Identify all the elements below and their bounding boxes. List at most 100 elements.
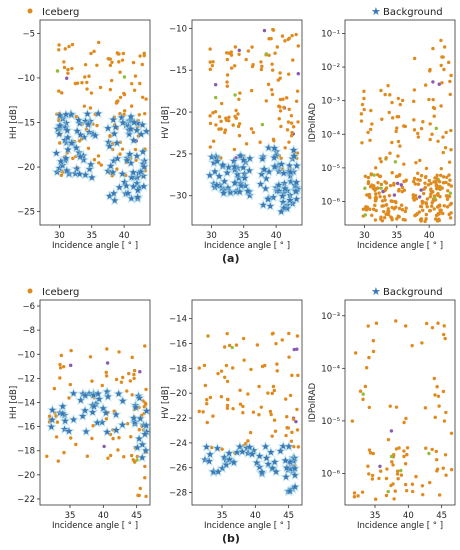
iceberg-point [292, 347, 296, 352]
iceberg-point [122, 109, 127, 113]
iceberg-point [273, 51, 277, 55]
iceberg-point [264, 52, 269, 56]
iceberg-point [411, 196, 416, 200]
iceberg-point [219, 369, 224, 373]
iceberg-point [404, 416, 408, 421]
iceberg-point [381, 189, 385, 194]
iceberg-point [279, 156, 283, 160]
iceberg-point [281, 97, 285, 101]
iceberg-point [418, 204, 423, 209]
iceberg-point [396, 115, 401, 119]
y-axis-label: HV [dB] [161, 106, 171, 139]
iceberg-point [287, 331, 291, 336]
iceberg-point [379, 182, 384, 187]
iceberg-point [447, 60, 451, 65]
iceberg-point [69, 436, 73, 440]
background-point [109, 116, 117, 123]
y-tick-label: −20 [17, 163, 35, 173]
iceberg-point [380, 117, 384, 121]
iceberg-point [120, 147, 125, 151]
background-point [133, 126, 141, 134]
iceberg-point [62, 60, 66, 64]
iceberg-point [114, 377, 119, 382]
iceberg-point [290, 130, 294, 135]
iceberg-point [74, 115, 79, 119]
x-tick-label: 35 [217, 511, 228, 521]
background-point [116, 183, 123, 191]
iceberg-point [410, 343, 414, 348]
background-point [76, 153, 84, 160]
y-tick-label: 10⁻⁵ [321, 417, 340, 427]
iceberg-point [396, 477, 400, 481]
background-point [271, 458, 279, 465]
iceberg-point [373, 166, 378, 170]
background-point [221, 177, 228, 185]
iceberg-point [449, 211, 453, 215]
iceberg-point [267, 53, 271, 57]
iceberg-point [106, 456, 110, 460]
legend-iceberg-marker [27, 288, 33, 294]
y-tick-label: −8 [22, 326, 35, 336]
background-point [237, 182, 245, 189]
iceberg-point [367, 193, 371, 197]
iceberg-point [424, 321, 429, 326]
iceberg-point [382, 209, 386, 214]
iceberg-point [270, 68, 275, 72]
iceberg-point [118, 152, 122, 156]
iceberg-point [378, 195, 382, 199]
iceberg-point [428, 137, 432, 142]
iceberg-point [217, 115, 222, 119]
iceberg-point [393, 489, 397, 493]
iceberg-point [404, 488, 409, 493]
iceberg-point [232, 64, 237, 68]
y-tick-label: 10⁻³ [321, 97, 340, 107]
iceberg-point [367, 355, 371, 360]
iceberg-point [442, 204, 446, 208]
iceberg-point [89, 51, 93, 56]
background-point [115, 390, 123, 397]
iceberg-point [278, 97, 283, 102]
background-point [141, 430, 149, 438]
iceberg-point [399, 183, 403, 187]
iceberg-point [447, 173, 451, 177]
y-tick-label: −5 [22, 29, 35, 39]
iceberg-point [370, 473, 375, 478]
iceberg-point [410, 489, 415, 494]
iceberg-point [272, 418, 277, 422]
background-point [244, 187, 252, 195]
background-point [48, 416, 56, 423]
iceberg-point [363, 384, 368, 389]
background-point [67, 110, 75, 118]
iceberg-point [445, 197, 450, 201]
iceberg-point [110, 60, 114, 65]
iceberg-point [375, 173, 380, 177]
iceberg-point [233, 93, 237, 97]
iceberg-point [443, 453, 448, 457]
iceberg-point [258, 140, 262, 144]
iceberg-point [231, 406, 235, 411]
y-tick-label: −26 [169, 464, 187, 474]
background-point [215, 172, 223, 180]
iceberg-point [384, 476, 389, 481]
background-point [137, 168, 145, 175]
background-point [82, 428, 90, 435]
iceberg-point [224, 118, 229, 122]
iceberg-point [143, 464, 147, 469]
iceberg-point [104, 417, 109, 421]
iceberg-point [442, 324, 446, 328]
iceberg-point [271, 331, 275, 336]
iceberg-point [108, 87, 113, 92]
iceberg-point [58, 362, 62, 367]
y-tick-label: −10 [17, 74, 35, 84]
background-point [119, 119, 127, 126]
iceberg-point [405, 452, 409, 457]
background-point [109, 168, 117, 176]
background-point [293, 195, 300, 203]
iceberg-point [205, 420, 209, 425]
background-point [241, 174, 249, 182]
iceberg-point [379, 88, 383, 93]
iceberg-point [208, 145, 212, 149]
iceberg-point [283, 146, 287, 150]
iceberg-point [441, 175, 446, 179]
background-point [56, 122, 64, 129]
